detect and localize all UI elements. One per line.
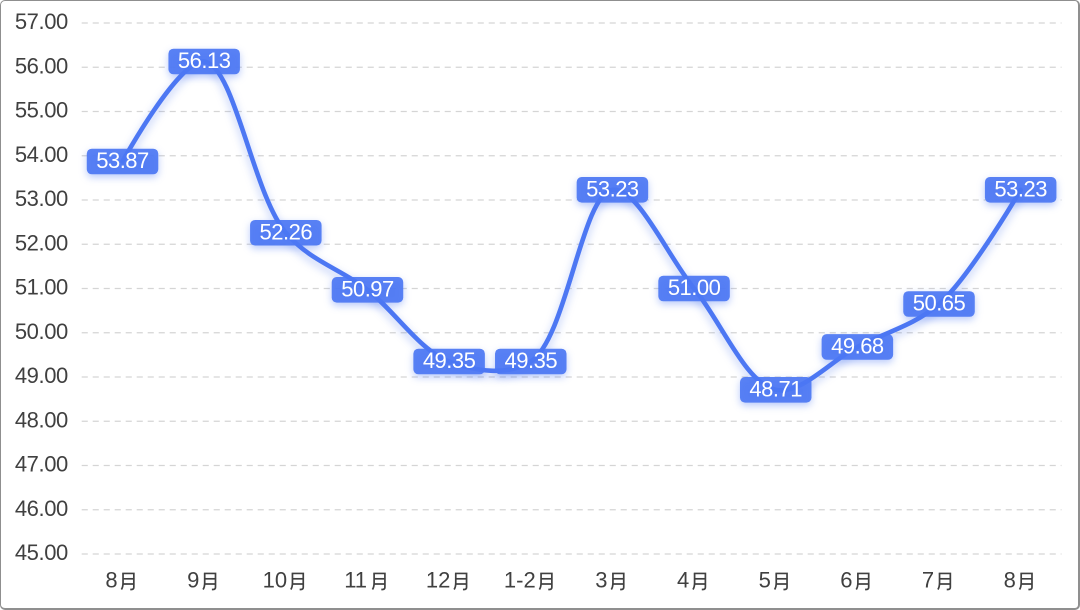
svg-text:4: 4 <box>677 568 689 593</box>
svg-text:50.00: 50.00 <box>15 319 68 344</box>
svg-text:11: 11 <box>344 568 367 593</box>
svg-text:48.00: 48.00 <box>15 407 68 432</box>
svg-text:1-2: 1-2 <box>504 568 536 593</box>
svg-text:49.68: 49.68 <box>831 334 884 359</box>
svg-text:49.35: 49.35 <box>505 348 558 373</box>
svg-text:54.00: 54.00 <box>15 142 68 167</box>
svg-text:3: 3 <box>595 568 607 593</box>
svg-text:50.65: 50.65 <box>913 291 966 316</box>
svg-text:50.97: 50.97 <box>341 276 394 301</box>
svg-text:51.00: 51.00 <box>15 275 68 300</box>
svg-text:8: 8 <box>105 568 117 593</box>
svg-text:55.00: 55.00 <box>15 98 68 123</box>
svg-text:45.00: 45.00 <box>15 540 68 565</box>
svg-text:56.00: 56.00 <box>15 53 68 78</box>
svg-text:10: 10 <box>263 568 287 593</box>
svg-text:47.00: 47.00 <box>15 452 68 477</box>
svg-text:49.35: 49.35 <box>423 348 476 373</box>
svg-text:48.71: 48.71 <box>749 376 802 401</box>
svg-text:56.13: 56.13 <box>178 48 231 73</box>
svg-text:49.00: 49.00 <box>15 363 68 388</box>
svg-text:5: 5 <box>759 568 771 593</box>
svg-text:53.87: 53.87 <box>96 148 149 173</box>
svg-text:7: 7 <box>922 568 934 593</box>
svg-text:53.00: 53.00 <box>15 186 68 211</box>
svg-text:57.00: 57.00 <box>15 9 68 34</box>
svg-text:46.00: 46.00 <box>15 496 68 521</box>
svg-text:53.23: 53.23 <box>586 176 639 201</box>
svg-text:12: 12 <box>426 568 450 593</box>
svg-text:51.00: 51.00 <box>668 275 721 300</box>
svg-text:6: 6 <box>840 568 852 593</box>
svg-text:52.00: 52.00 <box>15 230 68 255</box>
svg-text:9: 9 <box>187 568 199 593</box>
svg-text:53.23: 53.23 <box>994 176 1047 201</box>
svg-text:8: 8 <box>1004 568 1016 593</box>
svg-text:52.26: 52.26 <box>260 219 313 244</box>
